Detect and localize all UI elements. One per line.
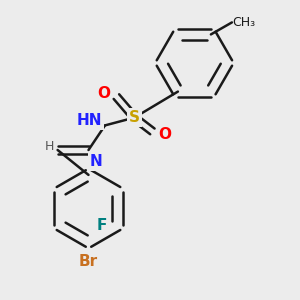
Text: Br: Br: [79, 254, 98, 269]
Text: HN: HN: [76, 113, 102, 128]
Text: S: S: [129, 110, 140, 125]
Text: CH₃: CH₃: [232, 16, 255, 29]
Text: H: H: [45, 140, 55, 154]
Text: N: N: [90, 154, 103, 169]
Text: F: F: [97, 218, 107, 233]
Text: O: O: [158, 127, 171, 142]
Text: O: O: [98, 86, 110, 101]
